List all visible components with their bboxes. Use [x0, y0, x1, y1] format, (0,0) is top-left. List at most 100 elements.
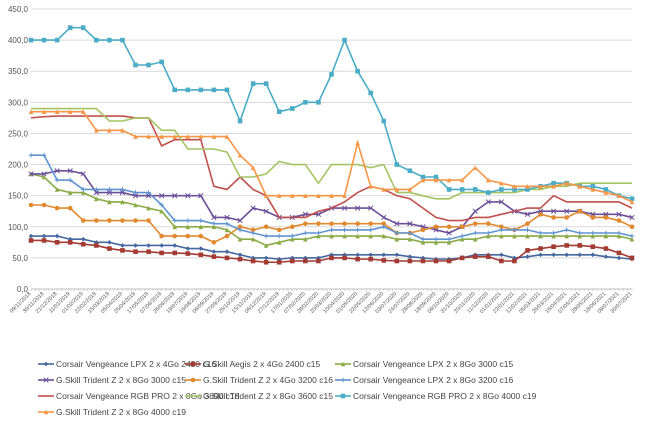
- data-point: [551, 230, 556, 236]
- data-point: [237, 152, 243, 158]
- data-point: [433, 236, 439, 242]
- legend-swatch-icon: [335, 377, 351, 383]
- data-point: [616, 218, 622, 223]
- data-point: [472, 165, 478, 170]
- legend-swatch-icon: [185, 361, 201, 367]
- data-point: [250, 81, 256, 86]
- data-point: [198, 233, 204, 239]
- data-point: [446, 224, 452, 230]
- data-point: [133, 243, 138, 248]
- data-point: [172, 243, 178, 248]
- data-point: [564, 243, 569, 248]
- data-point: [446, 240, 452, 245]
- data-point: [159, 250, 164, 256]
- data-point: [446, 236, 452, 242]
- data-point: [459, 233, 465, 239]
- data-point: [237, 236, 243, 242]
- data-point: [80, 190, 86, 195]
- data-point: [276, 233, 282, 239]
- legend-swatch-icon: [38, 377, 54, 383]
- data-point: [342, 37, 347, 43]
- data-point: [550, 208, 557, 214]
- legend-entry: Corsair Vengeance LPX 2 x 4Go 2400 c16: [38, 359, 216, 369]
- data-point: [172, 87, 178, 93]
- data-point: [211, 254, 217, 259]
- data-point: [211, 87, 217, 93]
- data-point: [577, 233, 583, 239]
- data-point: [564, 252, 569, 258]
- data-point: [80, 218, 86, 223]
- data-point: [119, 189, 126, 196]
- data-point: [629, 224, 635, 230]
- data-point: [198, 224, 204, 230]
- data-point: [433, 224, 439, 230]
- data-point: [224, 134, 230, 139]
- data-point: [94, 196, 99, 202]
- data-point: [446, 177, 452, 183]
- data-point: [250, 227, 256, 233]
- data-point: [28, 109, 34, 114]
- data-point: [67, 177, 73, 183]
- y-tick-label: 250,0: [8, 129, 29, 138]
- data-point: [446, 258, 452, 264]
- data-point: [263, 243, 269, 248]
- data-point: [485, 221, 491, 226]
- data-point: [250, 255, 256, 261]
- data-point: [303, 258, 308, 264]
- y-tick-label: 400,0: [8, 36, 29, 45]
- data-point: [472, 236, 478, 242]
- data-point: [54, 177, 60, 183]
- data-point: [263, 208, 269, 214]
- data-point: [525, 187, 530, 192]
- data-point: [525, 233, 530, 239]
- data-point: [263, 193, 269, 198]
- data-point: [190, 361, 196, 367]
- data-point: [146, 249, 151, 254]
- data-point: [472, 221, 478, 226]
- data-point: [290, 233, 295, 239]
- data-point: [303, 230, 308, 236]
- data-point: [132, 193, 139, 199]
- data-point: [120, 37, 125, 43]
- data-point: [276, 259, 282, 265]
- data-point: [420, 236, 426, 242]
- data-point: [525, 227, 530, 233]
- data-point: [368, 233, 373, 239]
- data-point: [211, 240, 217, 245]
- data-point: [159, 59, 164, 65]
- data-point: [525, 184, 530, 189]
- legend-entry: G.Skill Trident Z 2 x 8Go 4000 c19: [38, 407, 186, 417]
- data-point: [485, 177, 491, 183]
- data-point: [616, 211, 622, 217]
- data-point: [106, 189, 113, 196]
- data-point: [564, 227, 569, 233]
- data-point: [394, 236, 400, 242]
- data-point: [290, 193, 295, 198]
- data-point: [172, 233, 178, 239]
- data-point: [538, 252, 543, 258]
- data-point: [498, 199, 505, 205]
- data-point: [224, 214, 230, 221]
- legend-swatch-icon: [335, 361, 351, 367]
- data-point: [499, 187, 504, 192]
- data-point: [407, 187, 413, 192]
- data-point: [629, 255, 635, 261]
- data-point: [54, 205, 60, 211]
- series-0: [28, 233, 635, 262]
- data-point: [198, 218, 204, 223]
- data-point: [329, 72, 334, 77]
- data-point: [512, 187, 517, 192]
- legend-entry: G.Skill Trident Z 2 x 8Go 3000 c15: [38, 375, 186, 385]
- data-point: [394, 221, 400, 227]
- data-point: [433, 240, 439, 245]
- data-point: [525, 248, 530, 253]
- data-point: [603, 246, 609, 251]
- data-point: [185, 218, 191, 223]
- legend-label: Corsair Vengeance LPX 2 x 8Go 3000 c15: [353, 359, 514, 369]
- data-point: [146, 205, 151, 211]
- y-tick-label: 200,0: [8, 161, 29, 170]
- data-point: [94, 187, 99, 192]
- data-point: [211, 224, 217, 230]
- legend-swatch-icon: [38, 409, 54, 415]
- data-point: [629, 196, 635, 202]
